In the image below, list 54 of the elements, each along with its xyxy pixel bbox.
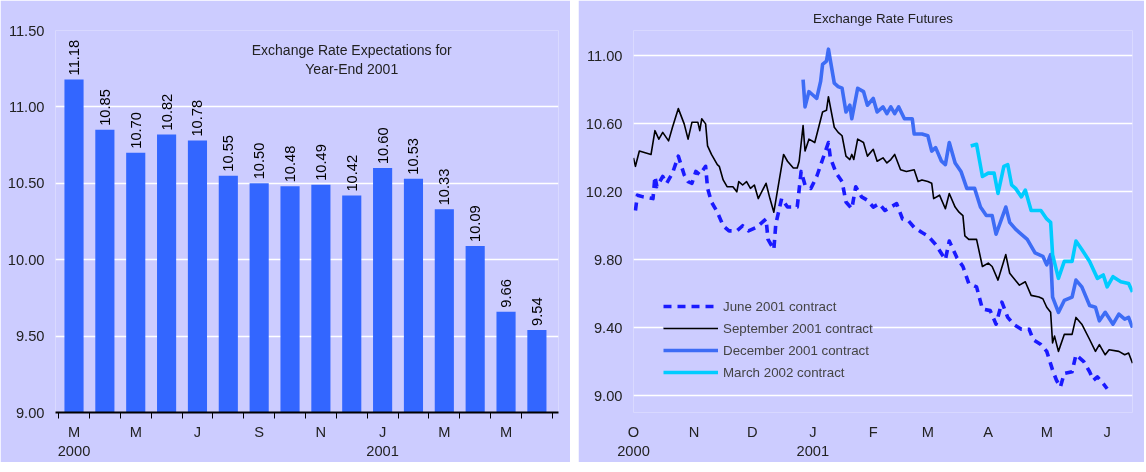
data-label: 10.09 (467, 205, 484, 242)
x-tick-label: M (129, 423, 142, 440)
data-label: 10.53 (405, 138, 422, 175)
data-label: 10.78 (189, 99, 206, 137)
data-label: 10.60 (374, 127, 391, 165)
y-tick-label: 10.60 (585, 115, 623, 132)
data-label: 11.18 (66, 39, 83, 76)
line-series (633, 140, 1109, 391)
x-tick-label: J 2001 (366, 423, 399, 459)
text: Exchange Rate Expectations for Year-End 2001 (251, 41, 453, 78)
data-label: 10.50 (251, 142, 268, 180)
y-tick-label: 9.00 (15, 404, 45, 421)
x-tick-label: D (747, 423, 758, 440)
x-tick-label: J (193, 423, 202, 440)
x-tick-label: M (1040, 423, 1053, 440)
legend-label: March 2002 contract (723, 364, 845, 380)
x-tick-label: A (983, 423, 994, 440)
data-label: 9.66 (498, 279, 515, 308)
y-tick-label: 9.00 (593, 387, 623, 404)
data-label: 10.49 (312, 144, 329, 181)
x-tick-label: F (868, 423, 878, 440)
y-tick-label: 9.50 (15, 328, 45, 345)
legend-label: September 2001 contract (723, 320, 873, 336)
x-tick-label: M (921, 423, 934, 440)
data-label: 9.54 (528, 297, 545, 326)
y-tick-label: 9.40 (593, 319, 623, 336)
x-tick-label: J (1103, 423, 1111, 440)
data-label: 10.33 (436, 168, 453, 206)
x-tick-label: M (438, 423, 451, 440)
x-tick-label: S (254, 423, 265, 440)
chart-title: Exchange Rate Futures (812, 10, 954, 26)
y-tick-label: 11.50 (8, 22, 45, 39)
data-label: 10.48 (282, 145, 299, 183)
y-tick-label: 11.00 (586, 47, 623, 64)
data-label: 10.42 (343, 154, 360, 192)
legend-label: June 2001 contract (723, 298, 837, 314)
x-tick-label: N (688, 423, 700, 440)
y-tick-label: 10.50 (7, 175, 45, 192)
line-series (968, 142, 1133, 294)
data-label: 10.55 (220, 134, 237, 172)
x-tick-label: J 2001 (796, 423, 830, 459)
y-tick-label: 10.00 (7, 251, 45, 268)
x-tick-label: M (499, 423, 513, 440)
data-label: 10.70 (127, 112, 144, 149)
data-label: 10.85 (96, 89, 113, 126)
data-label: 10.82 (158, 93, 175, 131)
x-tick-label: N (315, 423, 327, 440)
x-tick-label: M 2000 (57, 423, 91, 459)
legend-label: December 2001 contract (723, 342, 869, 358)
y-tick-label: 9.80 (593, 251, 623, 268)
line-series (633, 95, 1133, 365)
y-tick-label: 11.00 (8, 98, 45, 115)
x-tick-label: O 2000 (617, 423, 650, 459)
y-tick-label: 10.20 (585, 183, 623, 200)
